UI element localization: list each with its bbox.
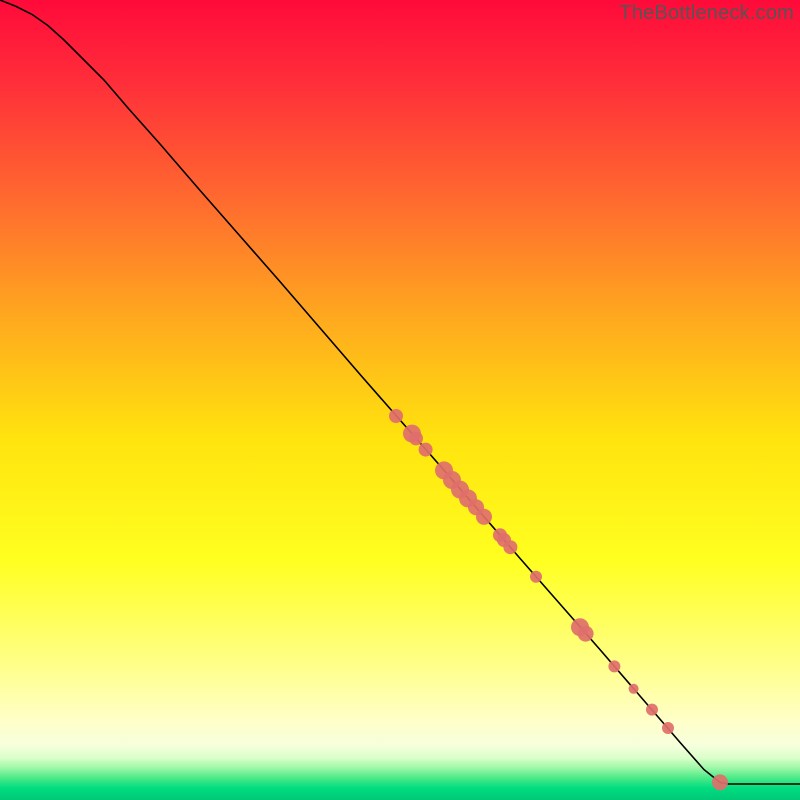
- scatter-point: [578, 626, 594, 642]
- scatter-point: [503, 540, 517, 554]
- scatter-point: [712, 774, 728, 790]
- scatter-point: [409, 431, 423, 445]
- scatter-point: [646, 704, 658, 716]
- scatter-markers: [389, 409, 728, 790]
- curve-line: [0, 0, 800, 784]
- watermark-text: TheBottleneck.com: [619, 2, 794, 25]
- scatter-point: [389, 409, 403, 423]
- scatter-point: [419, 443, 433, 457]
- scatter-point: [530, 571, 542, 583]
- scatter-point: [629, 684, 639, 694]
- scatter-point: [662, 722, 674, 734]
- chart-overlay: [0, 0, 800, 800]
- chart-container: TheBottleneck.com: [0, 0, 800, 800]
- scatter-point: [476, 509, 492, 525]
- scatter-point: [608, 660, 620, 672]
